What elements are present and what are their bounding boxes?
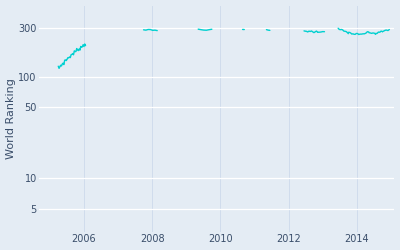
Y-axis label: World Ranking: World Ranking bbox=[6, 78, 16, 159]
